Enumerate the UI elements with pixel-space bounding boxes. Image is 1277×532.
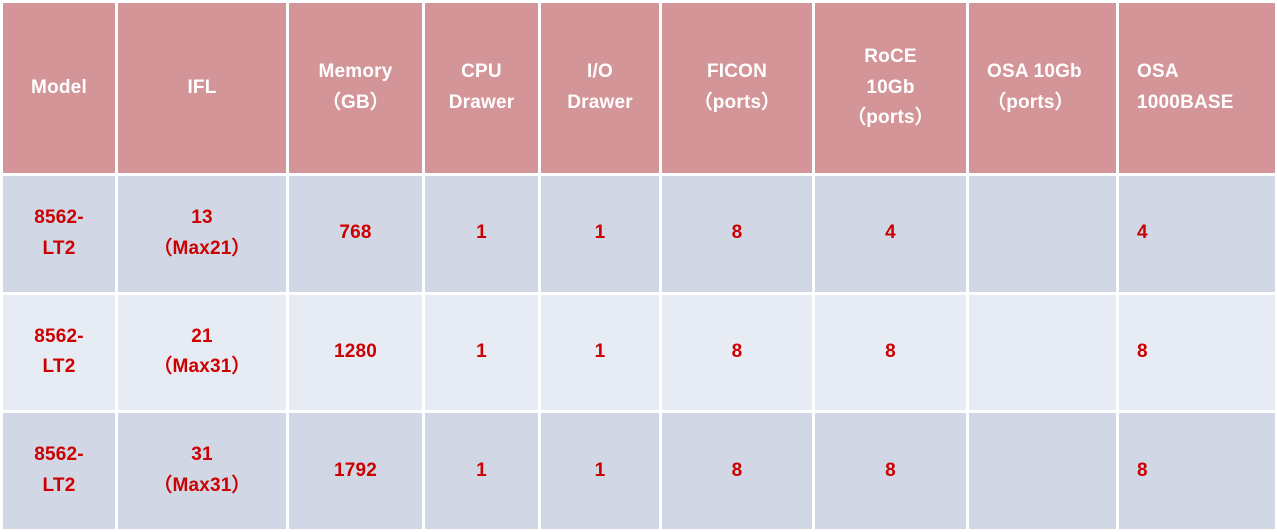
cell-line: 8	[1137, 341, 1148, 363]
cell-model: 8562- LT2	[3, 413, 115, 529]
table-header: Model IFL Memory （GB） CPU Drawer I/O Drawer FICO…	[3, 3, 1275, 173]
cell-roce: 8	[815, 413, 966, 529]
column-header-io_drawer[interactable]: I/O Drawer	[541, 3, 659, 173]
column-header-roce[interactable]: RoCE 10Gb （ports）	[815, 3, 966, 173]
cell-line: LT2	[42, 237, 76, 259]
cell-osa_1000base: 8	[1119, 294, 1275, 411]
cell-line: 8562-	[34, 325, 84, 347]
cell-line: 8	[1137, 459, 1148, 481]
cell-line: 4	[1137, 222, 1148, 244]
column-header-line: Drawer	[448, 92, 515, 113]
cell-roce: 8	[815, 294, 966, 411]
cell-line: LT2	[42, 475, 76, 497]
cell-memory: 1792	[289, 413, 422, 529]
cell-line: （Max21）	[153, 237, 251, 259]
column-header-memory[interactable]: Memory （GB）	[289, 3, 422, 173]
cell-line: 8562-	[34, 444, 84, 466]
cell-ficon: 8	[662, 176, 812, 292]
cell-line: 8	[885, 341, 896, 363]
cell-line: 8562-	[34, 207, 84, 229]
column-header-line: FICON	[706, 61, 768, 83]
column-header-line: （GB）	[321, 92, 390, 113]
cell-io_drawer: 1	[541, 294, 659, 411]
cell-line: 1792	[333, 459, 378, 481]
cell-roce: 4	[815, 176, 966, 292]
cell-line: 8	[885, 459, 896, 481]
cell-line: 1280	[333, 341, 378, 363]
cell-line: 1	[594, 341, 606, 363]
cell-line: 1	[476, 341, 487, 363]
cell-line: （Max31）	[153, 475, 251, 497]
column-header-line: Memory	[318, 61, 393, 83]
column-header-line: RoCE	[864, 45, 917, 67]
column-header-line: I/O	[587, 61, 613, 83]
cell-line: 1	[594, 222, 606, 244]
column-header-line: OSA	[1137, 61, 1179, 83]
table-row: 8562- LT2 21 （Max31） 1280 1 1 8 8 8	[3, 294, 1275, 411]
cell-osa_10gb	[969, 176, 1116, 292]
cell-osa_10gb	[969, 413, 1116, 529]
cell-cpu_drawer: 1	[425, 176, 538, 292]
cell-osa_1000base: 8	[1119, 413, 1275, 529]
cell-line: 8	[731, 222, 743, 244]
cell-line: 1	[476, 459, 487, 481]
column-header-line: （ports）	[693, 92, 781, 113]
cell-ficon: 8	[662, 413, 812, 529]
cell-line: 13	[191, 207, 213, 229]
table-header-row: Model IFL Memory （GB） CPU Drawer I/O Drawer FICO…	[3, 3, 1275, 173]
cell-memory: 1280	[289, 294, 422, 411]
column-header-line: 10Gb	[866, 76, 915, 98]
cell-line: 1	[476, 222, 487, 244]
column-header-line: Model	[31, 76, 87, 98]
cell-line: 768	[339, 222, 372, 244]
column-header-line: OSA 10Gb	[987, 61, 1082, 83]
column-header-line: Drawer	[567, 92, 633, 113]
column-header-ifl[interactable]: IFL	[118, 3, 286, 173]
cell-model: 8562- LT2	[3, 176, 115, 292]
column-header-line: IFL	[187, 76, 217, 98]
cell-ficon: 8	[662, 294, 812, 411]
column-header-line: （ports）	[987, 92, 1074, 113]
cell-line: 1	[594, 459, 606, 481]
cell-line: LT2	[42, 356, 76, 378]
cell-line: （Max31）	[153, 356, 251, 378]
column-header-osa_10gb[interactable]: OSA 10Gb （ports）	[969, 3, 1116, 173]
column-header-model[interactable]: Model	[3, 3, 115, 173]
cell-ifl: 31 （Max31）	[118, 413, 286, 529]
cell-osa_1000base: 4	[1119, 176, 1275, 292]
cell-io_drawer: 1	[541, 176, 659, 292]
cell-ifl: 21 （Max31）	[118, 294, 286, 411]
cell-io_drawer: 1	[541, 413, 659, 529]
cell-memory: 768	[289, 176, 422, 292]
column-header-line: CPU	[461, 61, 502, 83]
column-header-line: 1000BASE	[1137, 92, 1234, 113]
table-body: 8562- LT2 13 （Max21） 768 1 1 8 4 4 8562- LT2 21 （Max3…	[3, 176, 1275, 529]
cell-osa_10gb	[969, 294, 1116, 411]
column-header-line: （ports）	[847, 107, 934, 129]
table-row: 8562- LT2 31 （Max31） 1792 1 1 8 8 8	[3, 413, 1275, 529]
cell-line: 31	[191, 444, 213, 466]
column-header-cpu_drawer[interactable]: CPU Drawer	[425, 3, 538, 173]
cell-cpu_drawer: 1	[425, 413, 538, 529]
cell-ifl: 13 （Max21）	[118, 176, 286, 292]
cell-line: 21	[191, 325, 213, 347]
cell-line: 8	[731, 459, 743, 481]
cell-line: 8	[731, 341, 743, 363]
column-header-osa_1000base[interactable]: OSA 1000BASE	[1119, 3, 1275, 173]
cell-model: 8562- LT2	[3, 294, 115, 411]
table-row: 8562- LT2 13 （Max21） 768 1 1 8 4 4	[3, 176, 1275, 292]
cell-line: 4	[885, 222, 896, 244]
cell-cpu_drawer: 1	[425, 294, 538, 411]
column-header-ficon[interactable]: FICON （ports）	[662, 3, 812, 173]
